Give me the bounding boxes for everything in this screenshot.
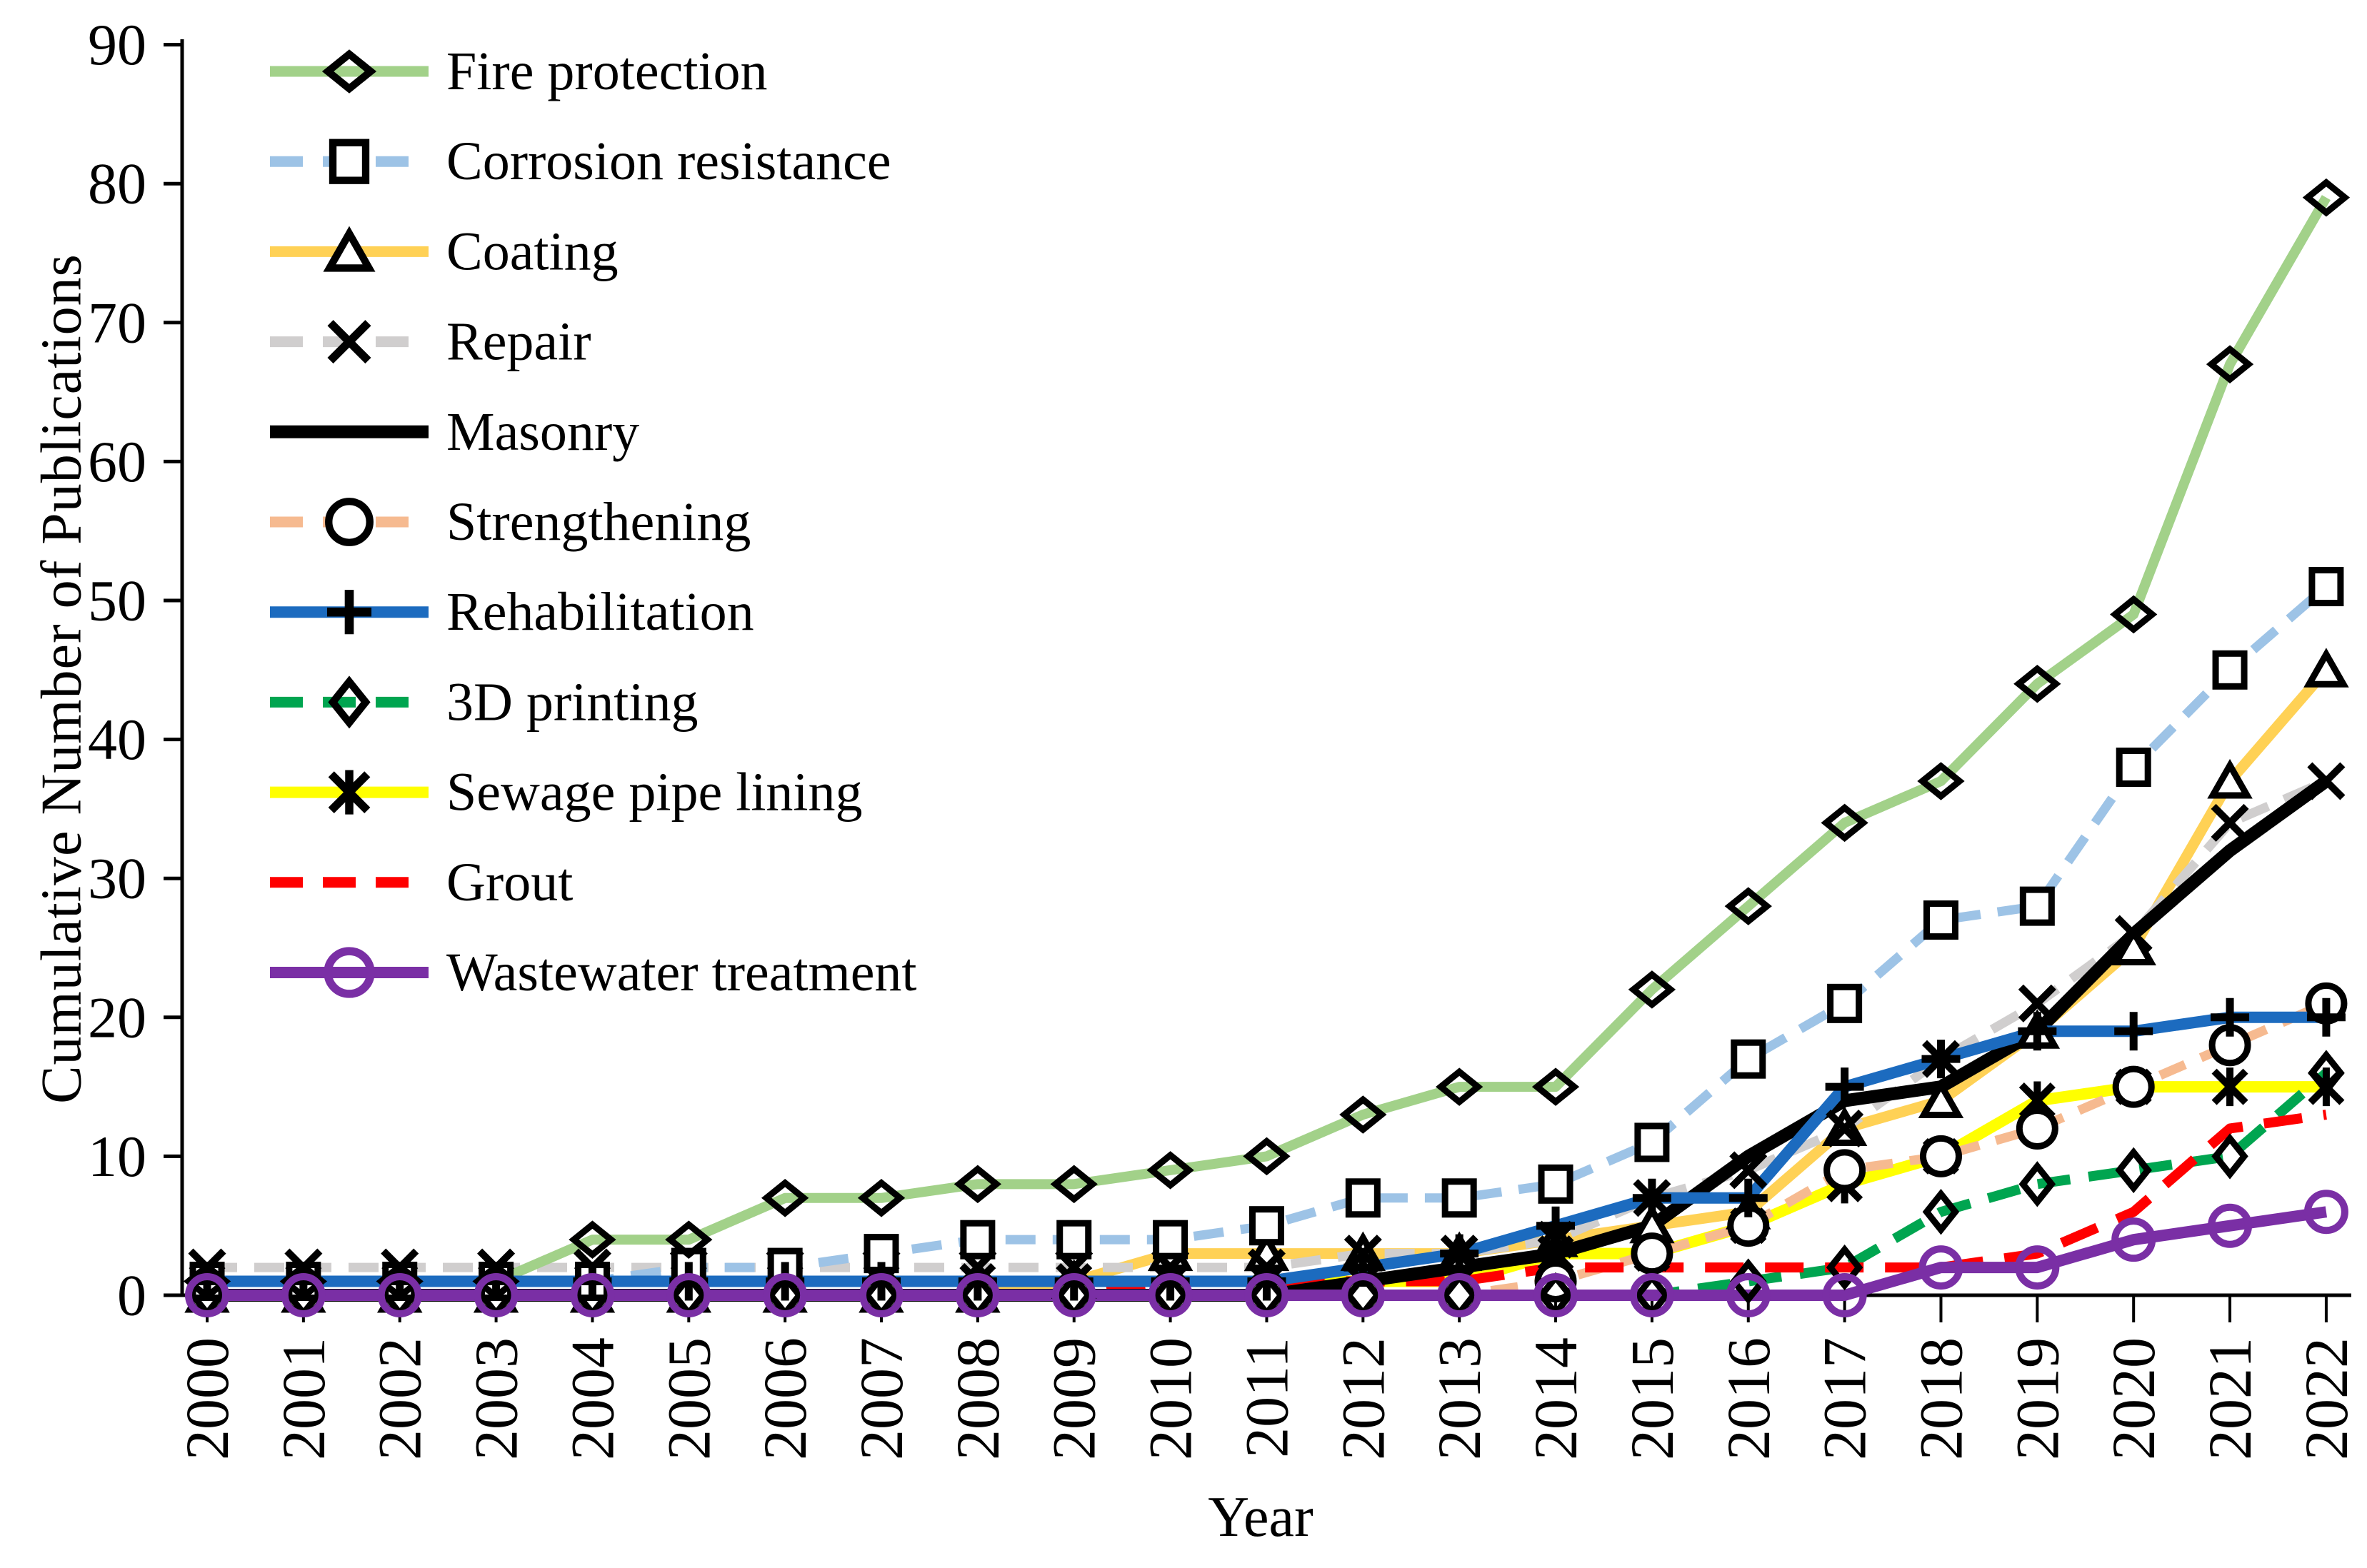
- x-tick-label: 2006: [751, 1337, 819, 1460]
- x-tick-label: 2002: [366, 1337, 434, 1460]
- x-tick-label: 2015: [1618, 1337, 1686, 1460]
- x-tick-label: 2011: [1232, 1337, 1301, 1458]
- x-tick-label: 2018: [1906, 1337, 1975, 1460]
- x-axis-title: Year: [1208, 1486, 1313, 1549]
- legend: Fire protection Corrosion resistance Coati…: [270, 41, 917, 1002]
- legend-item-rehabilitation: Rehabilitation: [270, 582, 754, 642]
- legend-label: Strengthening: [446, 492, 751, 552]
- legend-item-3d-printing: 3D printing: [270, 672, 699, 732]
- x-tick-label: 2012: [1328, 1337, 1397, 1460]
- series-markers-repair: [188, 762, 2346, 1287]
- x-tick-label: 2010: [1136, 1337, 1205, 1460]
- y-tick-label: 90: [88, 12, 146, 77]
- legend-item-grout: Grout: [270, 853, 573, 913]
- y-tick-label: 40: [88, 707, 146, 772]
- x-tick-label: 2019: [2003, 1337, 2071, 1460]
- legend-label: Wastewater treatment: [446, 943, 917, 1002]
- legend-label: Rehabilitation: [446, 582, 754, 642]
- y-tick-label: 80: [88, 151, 146, 216]
- legend-item-corrosion-resistance: Corrosion resistance: [270, 131, 891, 191]
- x-tick-label: 2014: [1521, 1337, 1590, 1460]
- x-tick-label: 2021: [2196, 1337, 2264, 1460]
- x-tick-label: 2005: [654, 1337, 723, 1460]
- y-tick-label: 70: [88, 290, 146, 355]
- axes: 0 10 20 30 40 50 60 70 80 90 2000 2001 2002 2003 2004 2…: [88, 12, 2361, 1460]
- series-markers-wastewater-treatment: [185, 1190, 2348, 1317]
- legend-label: Repair: [446, 312, 591, 372]
- y-tick-label: 20: [88, 985, 146, 1050]
- y-axis-title: Cumulative Number of Publications: [30, 253, 94, 1104]
- legend-item-repair: Repair: [270, 312, 591, 372]
- x-tick-label: 2009: [1040, 1337, 1109, 1460]
- x-tick-label: 2016: [1714, 1337, 1783, 1460]
- legend-label: Sewage pipe lining: [446, 763, 863, 823]
- x-tick-label: 2008: [944, 1337, 1012, 1460]
- series-line-strengthening: [207, 999, 2328, 1300]
- legend-item-coating: Coating: [270, 221, 619, 281]
- x-tick-label: 2017: [1811, 1337, 1879, 1460]
- legend-label: Corrosion resistance: [446, 131, 891, 191]
- legend-item-masonry: Masonry: [270, 402, 639, 462]
- series-markers-fire-protection: [183, 178, 2351, 1301]
- x-tick-label: 2001: [269, 1337, 338, 1460]
- x-tick-label: 2004: [558, 1337, 626, 1460]
- y-tick-label: 10: [88, 1124, 146, 1189]
- y-tick-label: 60: [88, 429, 146, 494]
- legend-item-fire-protection: Fire protection: [270, 41, 768, 101]
- legend-label: Masonry: [446, 402, 639, 462]
- x-tick-label: 2020: [2099, 1337, 2168, 1460]
- legend-item-wastewater-treatment: Wastewater treatment: [270, 943, 917, 1002]
- x-tick-label: 2013: [1425, 1337, 1493, 1460]
- legend-label: Grout: [446, 853, 573, 913]
- legend-item-sewage-pipe-lining: Sewage pipe lining: [270, 763, 863, 823]
- y-tick-label: 0: [117, 1263, 146, 1328]
- x-tick-label: 2007: [847, 1337, 916, 1460]
- y-tick-label: 50: [88, 568, 146, 633]
- x-tick-label: 2000: [173, 1337, 241, 1460]
- y-tick-label: 30: [88, 846, 146, 911]
- series-line-fire-protection: [207, 195, 2331, 1287]
- x-tick-label: 2003: [462, 1337, 531, 1460]
- x-tick-label: 2022: [2292, 1337, 2361, 1460]
- legend-label: 3D printing: [446, 672, 699, 732]
- legend-label: Coating: [446, 221, 619, 281]
- legend-label: Fire protection: [446, 41, 768, 101]
- legend-item-strengthening: Strengthening: [270, 492, 751, 552]
